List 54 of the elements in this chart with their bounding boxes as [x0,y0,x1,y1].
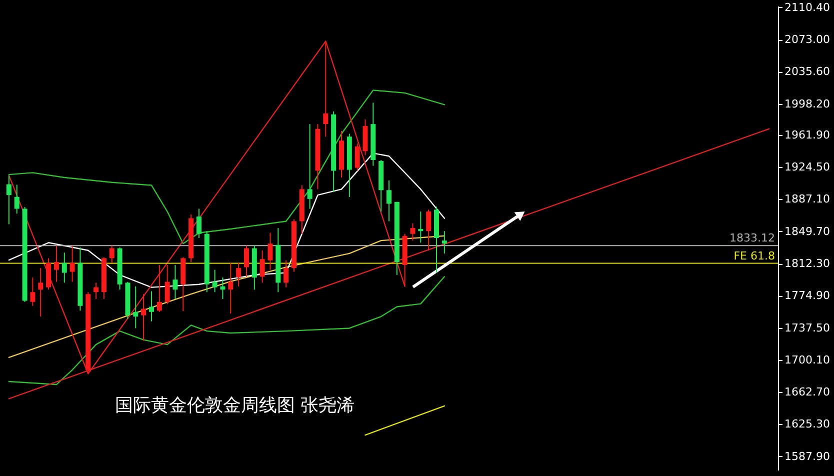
y-tick-label: 1625.30 [784,418,830,431]
candlestick [426,209,432,251]
line-series [8,276,446,386]
candlestick [418,211,424,244]
candlestick [442,230,447,254]
candlestick [109,245,114,264]
y-tick-label: 1887.10 [784,192,830,206]
candlestick [284,260,289,288]
candlestick [30,277,36,306]
annotation: 国际黄金伦敦金周线图 张尧浠 [115,395,355,416]
candlestick [133,286,138,329]
y-tick-label: 2035.60 [784,65,830,78]
y-tick-label: 1737.50 [784,321,830,334]
candlestick [354,142,360,172]
candlestick [323,40,328,138]
y-tick-label: 1662.70 [784,386,830,399]
y-tick-label: 1849.70 [784,224,830,238]
ref-line-label: 1833.12 [730,232,775,245]
y-tick-label: 2073.00 [784,33,830,46]
line-series [8,152,446,288]
y-tick-label: 2110.40 [784,0,830,14]
candlestick [14,184,20,214]
y-tick-label: 1924.50 [784,160,830,174]
candlestick [70,245,75,282]
candlestick [156,264,162,312]
y-tick-label: 1998.20 [784,97,830,110]
candlestick [141,294,146,342]
candlestick [212,269,218,293]
y-tick-label: 1812.30 [784,257,830,270]
candlestick [54,245,59,282]
line-series [8,90,446,244]
candlestick [244,245,249,278]
candlestick [410,222,416,242]
candlestick [260,250,265,284]
candlestick [386,180,392,222]
y-tick-label: 1587.90 [784,450,830,463]
candlestick [268,232,273,270]
candlestick [172,264,178,300]
candlestick [148,290,154,322]
candlestick [220,277,226,300]
candlestick [62,252,67,284]
candlestick [236,262,242,287]
y-tick-label: 1700.10 [784,353,830,366]
candlestick [94,282,99,300]
candlestick [6,175,12,225]
y-tick-label: 1774.90 [784,289,830,302]
candlestick [228,262,234,314]
ref-line-label: FE 61.8 [734,249,775,262]
candlestick [307,124,312,210]
candlestick [38,268,44,318]
candlestick [164,264,170,305]
line-series [8,235,446,358]
y-tick-label: 1961.90 [784,128,830,142]
candlestick [196,208,202,238]
